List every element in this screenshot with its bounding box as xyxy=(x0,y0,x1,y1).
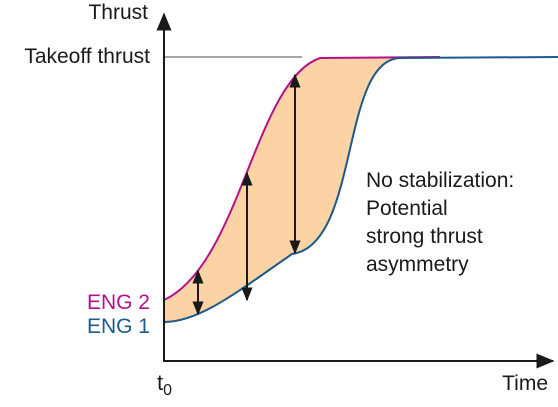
asymmetry-region xyxy=(164,58,400,322)
x-origin-label-subscript: 0 xyxy=(163,382,172,399)
x-origin-label-main: t xyxy=(157,370,163,395)
annotation-line-1: No stabilization: xyxy=(366,169,514,192)
x-origin-label: t0 xyxy=(157,370,172,399)
y-axis-label: Thrust xyxy=(88,1,148,24)
annotation-line-4: asymmetry xyxy=(366,253,469,276)
takeoff-thrust-label: Takeoff thrust xyxy=(24,45,150,68)
annotation-line-2: Potential xyxy=(366,197,448,220)
eng1-thrust-curve xyxy=(163,56,558,323)
eng2-label: ENG 2 xyxy=(87,291,150,314)
annotation-line-3: strong thrust xyxy=(366,225,483,248)
annotation-text: No stabilization: Potential strong thrus… xyxy=(366,169,520,276)
eng1-label: ENG 1 xyxy=(87,315,150,338)
x-axis-label: Time xyxy=(502,372,548,395)
